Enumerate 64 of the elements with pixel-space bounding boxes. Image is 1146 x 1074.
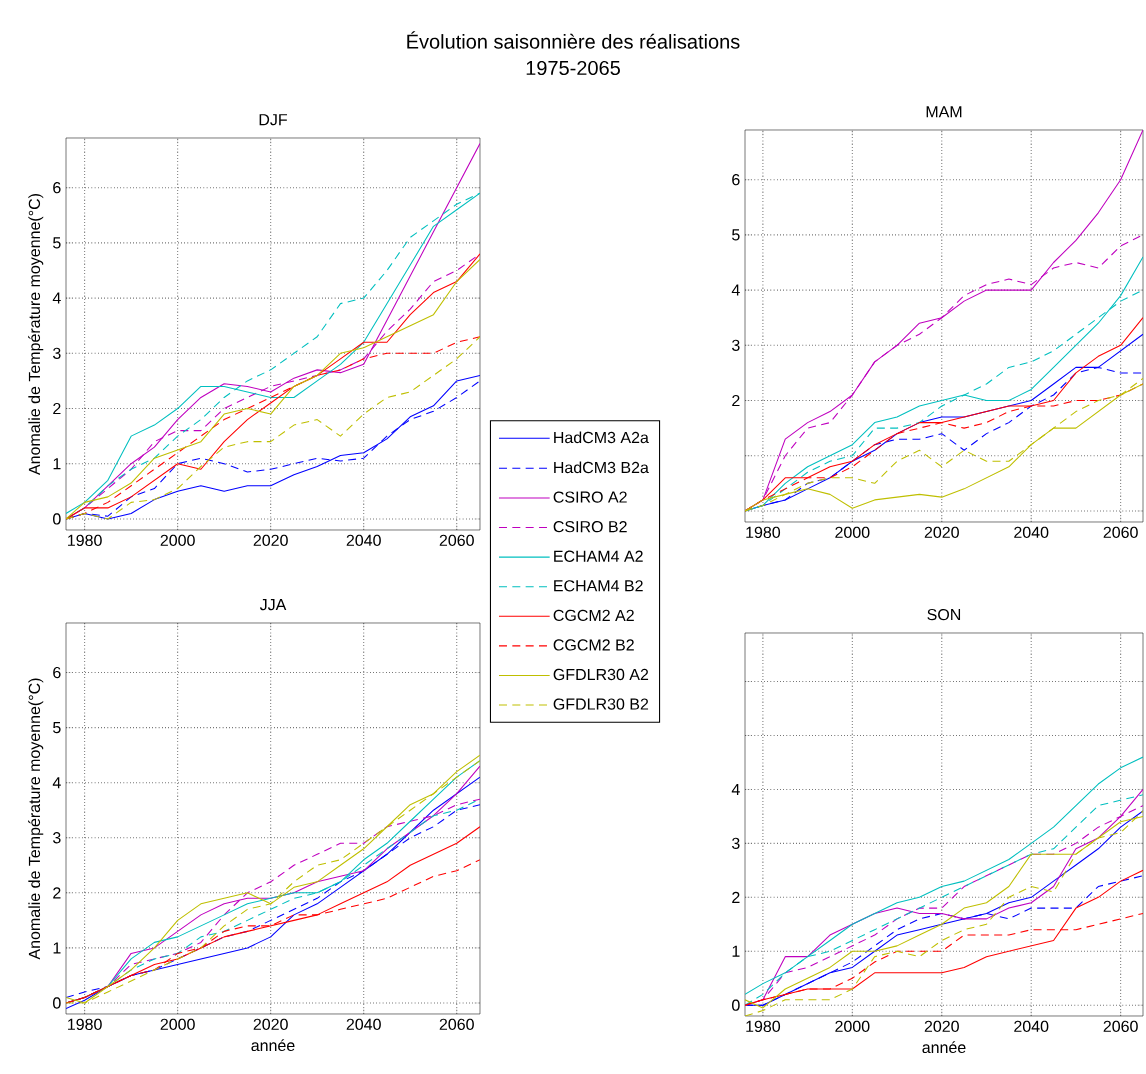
text: Évolution saisonnière des réalisations	[407, 31, 740, 49]
y-tick-label: 2	[53, 887, 61, 899]
x-tick-label: 2040	[1014, 1020, 1049, 1033]
legend-label: ECHAM4 B2	[554, 580, 643, 592]
x-tick-label: 2000	[160, 534, 195, 547]
x-axis-title: année	[251, 1039, 295, 1052]
y-axis-title: Anomalie de Température moyenne(°C)	[28, 678, 44, 960]
x-tick-label: 2060	[439, 1018, 474, 1031]
y-tick-label: 3	[732, 339, 740, 351]
chart-title: MAM	[926, 106, 962, 118]
y-tick-label: 6	[732, 174, 740, 186]
y-tick-label: 2	[53, 402, 61, 415]
legend-label: HadCM3 A2a	[554, 431, 649, 444]
y-tick-label: 0	[732, 999, 740, 1011]
legend-label: ECHAM4 A2	[554, 550, 643, 562]
y-tick-label: 1	[732, 945, 740, 957]
y-tick-label: 1	[53, 942, 61, 954]
x-tick-label: 2040	[346, 1018, 381, 1031]
x-tick-label: 2040	[1014, 526, 1049, 539]
text: 1975-2065	[526, 60, 620, 76]
x-tick-label: 2020	[253, 534, 288, 547]
y-tick-label: 6	[53, 666, 61, 679]
legend-label: CSIRO A2	[553, 491, 627, 503]
x-tick-label: 2000	[835, 526, 870, 539]
y-tick-label: 5	[53, 237, 61, 249]
legend-label: CGCM2 A2	[553, 609, 634, 622]
y-tick-label: 3	[53, 347, 61, 359]
y-tick-label: 2	[732, 891, 740, 903]
y-tick-label: 1	[53, 458, 61, 470]
x-tick-label: 2020	[253, 1018, 288, 1031]
x-tick-label: 2060	[1103, 1020, 1138, 1033]
x-tick-label: 1980	[68, 1018, 102, 1031]
y-tick-label: 4	[52, 777, 61, 789]
chart-title: JJA	[259, 599, 287, 611]
legend-label: CSIRO B2	[553, 521, 627, 533]
x-tick-label: 2000	[835, 1020, 870, 1033]
y-axis-title: Anomalie de Température moyenne(°C)	[28, 194, 44, 476]
y-tick-label: 4	[52, 292, 61, 304]
x-tick-label: 2060	[1103, 526, 1138, 539]
y-tick-label: 3	[53, 832, 61, 844]
y-tick-label: 0	[53, 997, 61, 1009]
y-tick-label: 4	[731, 284, 740, 296]
y-tick-label: 2	[732, 394, 740, 407]
x-tick-label: 1980	[68, 534, 102, 547]
x-tick-label: 2020	[924, 1020, 959, 1033]
legend-label: CGCM2 B2	[553, 639, 634, 651]
x-tick-label: 2040	[346, 534, 381, 547]
y-tick-label: 4	[731, 783, 740, 795]
legend-label: HadCM3 B2a	[554, 461, 649, 474]
y-tick-label: 0	[53, 513, 61, 525]
y-tick-label: 3	[732, 837, 740, 850]
x-axis-title: année	[922, 1041, 966, 1054]
y-tick-label: 6	[53, 182, 61, 194]
x-tick-label: 1980	[746, 1020, 781, 1033]
x-tick-label: 2060	[439, 534, 474, 547]
y-tick-label: 5	[732, 229, 740, 241]
chart-title: DJF	[259, 114, 288, 126]
legend-label: GFDLR30 A2	[553, 668, 649, 681]
x-tick-label: 2000	[160, 1018, 195, 1031]
y-tick-label: 5	[53, 722, 61, 734]
chart-title: SON	[927, 608, 961, 621]
legend-label: GFDLR30 B2	[553, 698, 649, 710]
x-tick-label: 1980	[746, 526, 781, 539]
x-tick-label: 2020	[924, 526, 959, 539]
